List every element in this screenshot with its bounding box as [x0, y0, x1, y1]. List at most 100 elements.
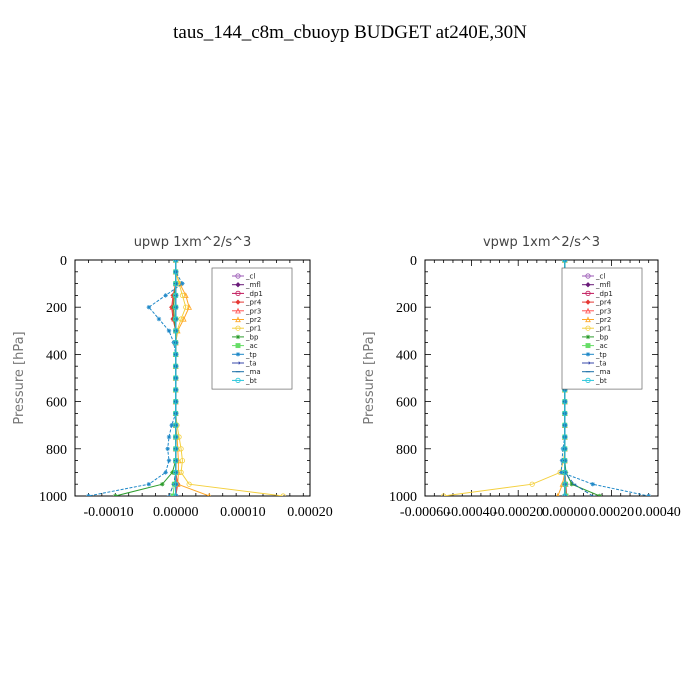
- legend-entry: _mfl: [595, 281, 611, 289]
- x-tick-label: 0.00000: [542, 505, 588, 520]
- series-point-tp: [169, 423, 174, 428]
- y-tick-label: 0: [410, 254, 417, 269]
- legend-entry: _pr1: [595, 325, 611, 333]
- series-point-bt: [173, 269, 179, 275]
- legend-entry: _pr2: [595, 316, 611, 324]
- y-axis-label: Pressure [hPa]: [362, 331, 377, 424]
- series-point-bt: [173, 387, 179, 393]
- legend-marker: [585, 290, 591, 296]
- legend-box: [561, 267, 643, 390]
- series-point-bt: [173, 434, 179, 440]
- legend-marker: [235, 273, 241, 279]
- legend-marker: [235, 282, 241, 288]
- series-point-bt: [173, 339, 179, 346]
- legend-entry: _tp: [245, 351, 257, 359]
- series-point-bt: [173, 351, 179, 357]
- series-point-bt: [173, 446, 179, 452]
- legend-marker: [585, 361, 591, 365]
- legend-box: [211, 267, 293, 390]
- series-point-bt: [562, 422, 568, 428]
- legend-marker: [585, 316, 591, 323]
- x-tick-label: -0.00010: [83, 505, 133, 520]
- series-point-bt: [173, 328, 179, 334]
- series-point-tp: [86, 493, 91, 496]
- series-point-bt: [562, 446, 568, 452]
- legend-entry: _pr4: [245, 299, 262, 307]
- panel-upwp: upwp 1xm^2/s^3 Pressure [hPa] 0 200 400 600 80…: [12, 235, 333, 520]
- series-point-tp: [146, 305, 152, 310]
- series-point-bt: [173, 410, 179, 416]
- series-point-bp: [569, 482, 574, 487]
- series-point-ta: [562, 494, 568, 496]
- legend-entry: _tp: [595, 351, 607, 359]
- y-tick-label: 800: [396, 443, 417, 458]
- series-point-bt: [173, 493, 179, 496]
- legend-marker: [585, 282, 591, 288]
- series-point-bp: [113, 493, 118, 496]
- legend-marker: [585, 325, 591, 331]
- series-point-bt: [173, 469, 179, 475]
- legend-entry: _ma: [595, 368, 611, 376]
- series-point-bt: [562, 493, 568, 496]
- legend-entry: _pr3: [595, 307, 611, 315]
- series-point-bt: [562, 469, 568, 475]
- series-point-bt: [562, 434, 568, 440]
- y-tick-label: 400: [396, 348, 417, 363]
- series-point-pr1: [179, 457, 186, 464]
- legend-marker: [585, 299, 591, 305]
- series-point-bp: [170, 470, 175, 475]
- legend-marker: [235, 325, 241, 331]
- legend-marker: [235, 343, 241, 349]
- y-tick-label: 200: [396, 301, 417, 316]
- panel-vpwp: vpwp 1xm^2/s^3 Pressure [hPa] 0 200 400 600 80…: [362, 235, 681, 520]
- panel-title: upwp 1xm^2/s^3: [134, 235, 252, 250]
- series-point-bt: [173, 481, 179, 487]
- legend-entry: _dp1: [595, 290, 613, 298]
- y-tick-label: 400: [46, 348, 67, 363]
- y-tick-label: 200: [46, 301, 67, 316]
- series-point-bt: [173, 260, 179, 263]
- series-point-bt: [173, 316, 179, 322]
- legend-entry: _pr4: [595, 299, 612, 307]
- series-point-bt: [173, 363, 179, 369]
- series-point-tp: [590, 482, 595, 487]
- legend-entry: _dp1: [245, 290, 263, 298]
- series-point-bt: [173, 280, 179, 287]
- legend-marker: [585, 273, 591, 279]
- legend-entry: _bt: [245, 377, 257, 385]
- series-point-tp: [559, 458, 565, 463]
- series-point-tp: [163, 293, 168, 298]
- x-tick-label: -0.00040: [447, 505, 497, 520]
- series-point-tp: [146, 482, 152, 487]
- series-point-pr1: [186, 481, 192, 487]
- legend-entry: _pr2: [245, 316, 261, 324]
- series-point-bt: [562, 260, 568, 263]
- legend-marker: [235, 290, 241, 296]
- legend-entry: _ac: [245, 342, 258, 350]
- series-point-bt: [562, 398, 568, 405]
- legend-marker: [235, 352, 241, 357]
- series-point-pr1: [178, 316, 184, 322]
- page-title: taus_144_c8m_cbuoyp BUDGET at240E,30N: [173, 22, 527, 43]
- legend-entry: _bp: [595, 333, 609, 341]
- series-point-pr1: [529, 481, 535, 487]
- series-point-pr1: [441, 493, 447, 496]
- series-point-tp: [165, 446, 170, 451]
- series-line-pr2: [175, 260, 210, 496]
- legend-marker: [585, 352, 591, 357]
- x-tick-label: 0.00020: [287, 505, 333, 520]
- y-tick-label: 1000: [39, 490, 67, 505]
- series-point-ta: [173, 260, 179, 262]
- x-tick-label: 0.00020: [589, 505, 635, 520]
- series-point-bt: [173, 304, 179, 310]
- legend-entry: _ta: [595, 360, 607, 368]
- legend-entry: _ma: [245, 368, 261, 376]
- series-point-bt: [173, 457, 179, 464]
- series-point-pr1: [179, 292, 186, 298]
- series-point-tp: [163, 470, 168, 475]
- legend-marker: [235, 316, 241, 323]
- legend-entry: _bt: [595, 377, 607, 385]
- series-line-pr1: [443, 260, 566, 496]
- legend-entry: _cl: [595, 273, 605, 281]
